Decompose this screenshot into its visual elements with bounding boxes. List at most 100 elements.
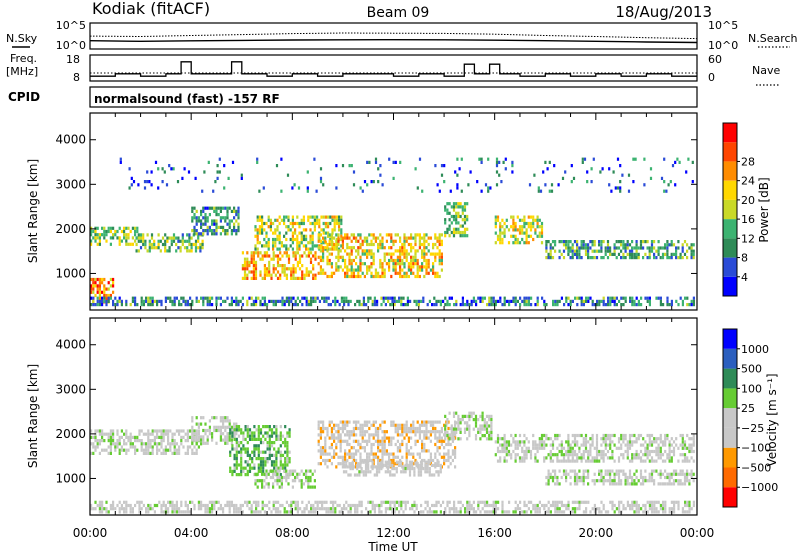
scatter-cell [578,469,581,473]
scatter-cell [367,296,370,300]
scatter-cell [369,470,372,474]
scatter-cell [116,432,119,436]
scatter-cell [359,233,362,237]
scatter-cell [434,436,437,440]
scatter-cell [670,256,673,260]
scatter-cell [193,225,196,229]
scatter-cell [399,423,402,427]
scatter-cell [475,303,478,307]
scatter-cell [598,240,601,244]
scatter-cell [589,256,592,260]
scatter-cell [131,435,134,439]
scatter-cell [156,448,159,452]
scatter-cell [96,303,99,307]
scatter-cell [105,297,108,301]
scatter-cell [584,243,588,247]
scatter-cell [103,432,106,436]
scatter-cell [606,249,610,253]
scatter-cell [543,503,546,508]
scatter-cell [429,236,432,240]
scatter-cell [136,435,139,439]
scatter-cell [344,439,347,443]
scatter-cell [237,463,241,467]
scatter-cell [309,228,312,232]
scatter-cell [171,510,174,514]
scatter-cell [444,221,447,225]
scatter-cell [285,276,288,280]
scatter-cell [211,435,214,439]
scatter-cell [635,475,638,480]
scatter-cell [620,482,623,486]
scatter-cell [392,458,395,463]
scatter-cell [151,445,154,449]
scatter-cell [350,265,353,269]
scatter-cell [340,215,343,219]
scatter-cell [307,215,310,219]
scatter-cell [562,256,566,260]
scatter-cell [316,244,319,248]
scatter-cell [606,433,610,438]
scatter-cell [204,229,207,233]
scatter-cell [686,296,689,300]
scatter-cell [191,432,194,436]
scatter-cell [204,422,207,426]
scatter-cell [390,439,393,443]
scatter-cell [134,299,137,303]
scatter-cell [250,507,253,511]
scatter-cell [164,448,167,452]
scatter-cell [361,430,364,434]
scatter-cell [637,246,640,250]
scatter-cell [230,209,233,213]
scatter-cell [668,440,671,444]
scatter-cell [501,449,504,454]
scatter-cell [357,252,360,256]
scatter-cell [244,460,247,464]
scatter-cell [355,249,358,253]
scatter-cell [582,479,585,483]
scatter-cell [464,510,467,514]
scatter-cell [257,500,260,504]
scatter-cell [587,440,590,444]
scatter-cell [395,500,398,504]
scatter-cell [151,429,154,433]
scatter-cell [631,296,634,300]
scatter-cell [118,435,121,439]
scatter-cell [357,449,360,453]
scatter-cell [466,303,469,307]
scatter-cell [633,472,636,476]
scatter-cell [366,430,369,434]
scatter-cell [436,274,439,279]
scatter-cell [604,469,607,473]
scatter-cell [338,221,341,226]
scatter-cell [92,296,95,300]
scatter-cell [175,242,178,247]
scatter-cell [374,157,378,161]
scatter-cell [276,472,279,476]
scatter-cell [534,231,537,235]
scatter-cell [262,466,265,470]
scatter-cell [263,254,266,258]
scatter-cell [332,500,335,504]
scatter-cell [620,469,623,473]
scatter-cell [346,423,349,427]
scatter-cell [313,244,316,248]
scatter-cell [276,482,279,486]
scatter-cell [363,449,366,453]
scatter-cell [283,264,286,268]
scatter-cell [425,268,428,272]
scatter-cell [338,503,341,508]
scatter-cell [162,510,165,514]
scatter-cell [246,434,249,438]
scatter-cell [182,445,185,449]
scatter-cell [381,246,384,250]
scatter-cell [536,449,539,454]
scatter-cell [452,427,456,431]
scatter-cell [567,243,570,247]
scatter-cell [112,281,115,285]
scatter-cell [172,236,176,240]
scatter-cell [380,460,383,464]
scatter-cell [606,437,610,441]
scatter-cell [350,164,353,168]
scatter-cell [140,296,143,300]
scatter-cell [283,469,286,473]
